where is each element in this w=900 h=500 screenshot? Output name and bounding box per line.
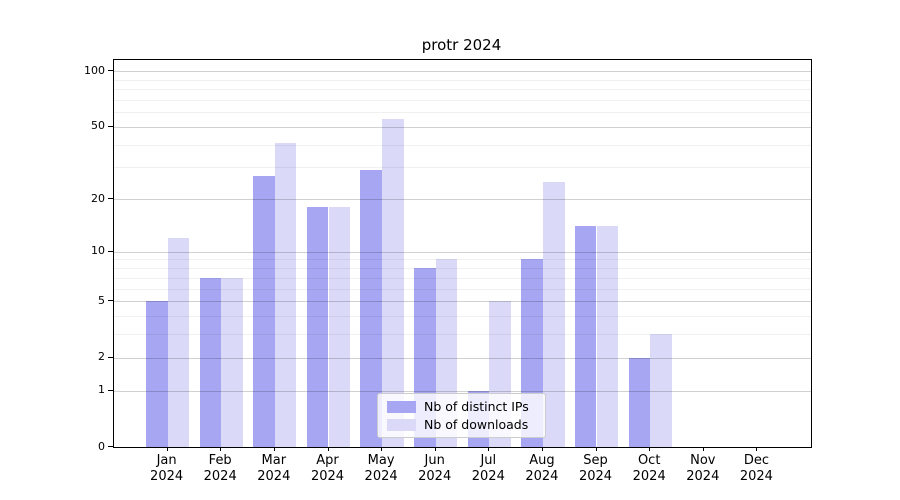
bar bbox=[253, 175, 275, 447]
y-tick-label: 2 bbox=[98, 350, 105, 363]
x-tick-label: Sep 2024 bbox=[578, 453, 613, 484]
y-tick-label: 50 bbox=[91, 119, 105, 133]
bar bbox=[382, 119, 404, 447]
y-tick-mark bbox=[108, 125, 113, 127]
y-tick-label: 1 bbox=[98, 383, 105, 396]
y-tick-mark bbox=[108, 70, 113, 71]
gridline-minor bbox=[114, 99, 811, 101]
x-tick-label: Mar 2024 bbox=[257, 453, 291, 484]
x-tick-mark bbox=[541, 447, 543, 451]
gridline-major bbox=[114, 357, 811, 359]
y-tick-mark bbox=[108, 389, 113, 391]
bar bbox=[199, 277, 222, 447]
y-tick-label: 20 bbox=[91, 191, 105, 205]
x-tick-mark bbox=[220, 447, 222, 451]
gridline-minor bbox=[114, 144, 811, 146]
x-tick-mark bbox=[166, 447, 168, 451]
gridline-minor bbox=[114, 334, 811, 336]
legend-item-downloads: Nb of downloads bbox=[387, 417, 545, 432]
gridline-minor bbox=[114, 89, 811, 90]
bar bbox=[221, 277, 243, 447]
bar bbox=[650, 334, 672, 447]
gridline-major bbox=[114, 126, 811, 128]
bar bbox=[360, 169, 383, 447]
y-tick-mark bbox=[108, 300, 113, 301]
gridline-major bbox=[114, 199, 811, 200]
bar bbox=[306, 207, 329, 447]
y-tick-mark bbox=[108, 356, 113, 358]
legend: Nb of distinct IPs Nb of downloads bbox=[377, 393, 546, 438]
x-tick-label: Dec 2024 bbox=[739, 453, 773, 484]
gridline-minor bbox=[114, 315, 811, 317]
legend-item-distinct-ips: Nb of distinct IPs bbox=[387, 399, 545, 414]
x-tick-mark bbox=[273, 447, 275, 451]
bar bbox=[167, 238, 190, 447]
gridline-minor bbox=[114, 167, 811, 169]
x-tick-mark bbox=[595, 447, 597, 451]
x-tick-label: Aug 2024 bbox=[525, 453, 559, 484]
gridline-major bbox=[114, 390, 811, 392]
gridline-minor bbox=[114, 268, 811, 269]
gridline-minor bbox=[114, 112, 811, 114]
x-tick-mark bbox=[702, 447, 704, 451]
y-tick-mark bbox=[108, 446, 113, 447]
gridline-minor bbox=[114, 79, 811, 81]
gridline-major bbox=[114, 251, 811, 253]
legend-label: Nb of downloads bbox=[424, 417, 529, 432]
bar bbox=[328, 207, 351, 447]
x-tick-mark bbox=[327, 447, 329, 451]
x-tick-label: Feb 2024 bbox=[203, 453, 237, 484]
gridline-minor bbox=[114, 277, 811, 279]
bar bbox=[628, 357, 651, 447]
downloads-swatch bbox=[387, 418, 416, 431]
gridline-minor bbox=[114, 259, 811, 261]
x-tick-label: Jun 2024 bbox=[418, 453, 452, 484]
bar bbox=[596, 226, 619, 447]
bar bbox=[145, 301, 168, 447]
y-tick-label: 5 bbox=[98, 293, 105, 307]
chart-title: protr 2024 bbox=[421, 36, 502, 54]
gridline-major bbox=[114, 71, 811, 72]
legend-label: Nb of distinct IPs bbox=[424, 399, 529, 414]
y-tick-label: 0 bbox=[98, 439, 105, 453]
bar bbox=[574, 226, 597, 447]
x-tick-label: Jan 2024 bbox=[150, 453, 184, 484]
y-tick-label: 100 bbox=[84, 63, 105, 77]
gridline-minor bbox=[114, 288, 811, 290]
x-tick-mark bbox=[434, 447, 436, 451]
x-tick-label: Apr 2024 bbox=[310, 453, 345, 484]
x-tick-label: May 2024 bbox=[364, 453, 398, 484]
y-tick-mark bbox=[108, 250, 113, 252]
x-tick-label: Jul 2024 bbox=[471, 453, 505, 484]
bar bbox=[542, 181, 565, 447]
y-tick-label: 10 bbox=[91, 244, 105, 258]
x-tick-mark bbox=[756, 447, 758, 451]
y-tick-mark bbox=[108, 198, 113, 199]
plot-area bbox=[113, 59, 812, 448]
x-tick-label: Oct 2024 bbox=[632, 453, 666, 484]
x-tick-mark bbox=[649, 447, 651, 451]
x-tick-mark bbox=[381, 447, 383, 451]
gridline-major bbox=[114, 301, 811, 302]
bar bbox=[274, 142, 297, 447]
x-tick-mark bbox=[488, 447, 490, 451]
distinct-ips-swatch bbox=[387, 400, 416, 413]
x-tick-label: Nov 2024 bbox=[686, 453, 720, 484]
